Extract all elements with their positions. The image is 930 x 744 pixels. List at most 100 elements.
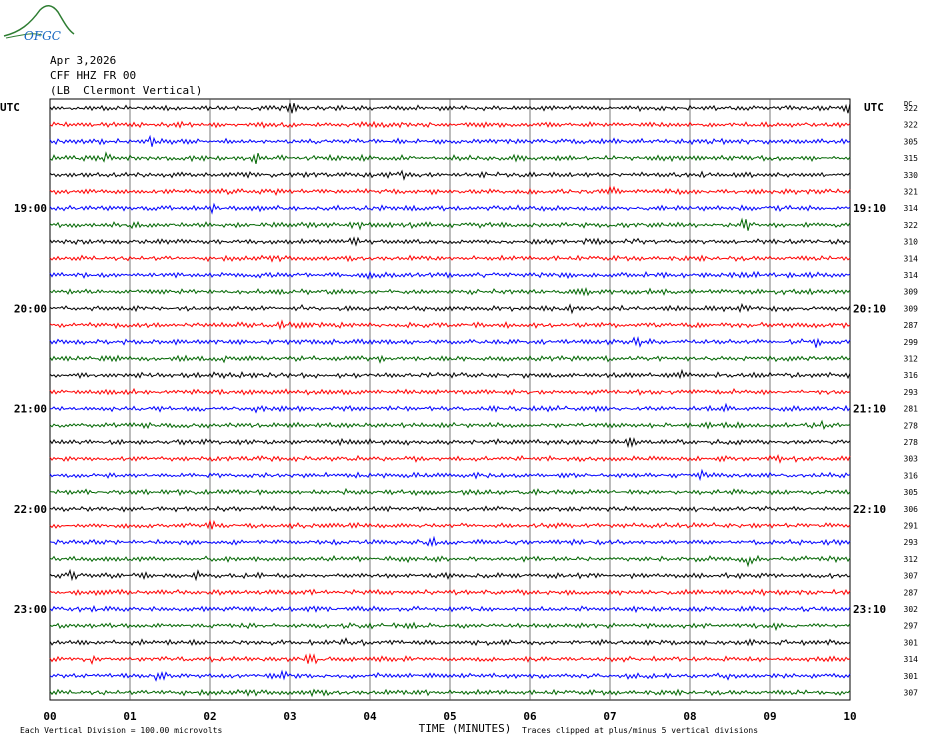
right-hour-label: 19:10 xyxy=(853,202,886,215)
x-tick-label: 07 xyxy=(603,710,616,723)
dc-value: 322 xyxy=(904,221,919,230)
x-tick-label: 06 xyxy=(523,710,537,723)
seismic-trace xyxy=(49,120,851,129)
seismic-trace xyxy=(49,468,851,482)
dc-value: 314 xyxy=(904,204,919,213)
seismic-trace xyxy=(49,354,851,364)
scale-note: Each Vertical Division = 100.00 microvol… xyxy=(20,726,222,735)
seismic-trace xyxy=(49,637,851,647)
seismic-trace xyxy=(49,535,851,548)
seismic-trace xyxy=(49,454,851,464)
seismic-trace xyxy=(49,688,851,698)
left-hour-label: 19:00 xyxy=(14,202,47,215)
dc-value: 321 xyxy=(904,188,919,197)
seismic-trace xyxy=(49,302,851,315)
dc-value: 297 xyxy=(904,622,919,631)
location-label: (LB Clermont Vertical) xyxy=(50,84,203,97)
dc-value: 302 xyxy=(904,605,919,614)
seismic-trace xyxy=(49,169,851,181)
dc-value: 312 xyxy=(904,355,919,364)
seismic-trace xyxy=(49,319,851,331)
dc-value: 310 xyxy=(904,238,919,247)
dc-value: 278 xyxy=(904,421,919,430)
seismic-trace xyxy=(49,134,851,147)
dc-value: 281 xyxy=(904,405,919,414)
dc-value: 287 xyxy=(904,321,919,330)
x-tick-label: 03 xyxy=(283,710,296,723)
x-tick-label: 05 xyxy=(443,710,456,723)
seismic-trace xyxy=(49,554,851,568)
dc-value: 314 xyxy=(904,271,919,280)
dc-value: 293 xyxy=(904,388,919,397)
dc-value: 301 xyxy=(904,672,919,681)
dc-value: 307 xyxy=(904,572,919,581)
seismic-trace xyxy=(49,588,851,597)
dc-value: 293 xyxy=(904,538,919,547)
clip-note: Traces clipped at plus/minus 5 vertical … xyxy=(522,726,758,735)
x-tick-label: 10 xyxy=(843,710,856,723)
x-tick-label: 01 xyxy=(123,710,137,723)
right-hour-label: 23:10 xyxy=(853,603,886,616)
dc-value: 305 xyxy=(904,488,919,497)
seismic-trace xyxy=(49,270,851,281)
dc-value: 316 xyxy=(904,471,919,480)
seismic-trace xyxy=(49,621,851,632)
dc-value: 291 xyxy=(904,522,919,531)
right-utc-label: UTC xyxy=(864,101,884,114)
seismic-trace xyxy=(49,402,851,414)
dc-value: 299 xyxy=(904,338,919,347)
seismic-trace xyxy=(49,185,851,196)
dc-value: 309 xyxy=(904,304,919,313)
dc-value: 322 xyxy=(904,104,919,113)
seismic-trace xyxy=(49,368,851,380)
right-hour-label: 21:10 xyxy=(853,403,886,416)
seismic-trace xyxy=(49,151,851,165)
seismic-trace xyxy=(49,437,851,449)
seismic-trace xyxy=(49,335,851,348)
dc-value: 312 xyxy=(904,555,919,564)
seismic-trace xyxy=(49,568,851,582)
seismic-trace xyxy=(49,254,851,263)
dc-value: 322 xyxy=(904,121,919,130)
right-hour-label: 22:10 xyxy=(853,503,886,516)
seismic-trace xyxy=(49,604,851,614)
seismic-trace xyxy=(49,518,851,530)
seismic-trace xyxy=(49,202,851,215)
x-tick-label: 09 xyxy=(763,710,776,723)
left-hour-label: 21:00 xyxy=(14,403,47,416)
dc-value: 330 xyxy=(904,171,919,180)
dc-value: 305 xyxy=(904,137,919,146)
logo-text: OFGC xyxy=(24,29,61,43)
left-hour-label: 22:00 xyxy=(14,503,47,516)
seismic-trace xyxy=(49,387,851,396)
dc-value: 309 xyxy=(904,288,919,297)
dc-value: 314 xyxy=(904,655,919,664)
left-hour-label: 23:00 xyxy=(14,603,47,616)
seismic-trace xyxy=(49,217,851,231)
seismic-trace xyxy=(49,652,851,665)
seismic-trace xyxy=(49,286,851,297)
x-tick-label: 04 xyxy=(363,710,377,723)
seismic-trace xyxy=(49,487,851,497)
dc-value: 287 xyxy=(904,588,919,597)
dc-value: 303 xyxy=(904,455,919,464)
seismic-trace xyxy=(49,505,851,513)
ofgc-logo: OFGC xyxy=(2,2,77,48)
x-axis-title: TIME (MINUTES) xyxy=(419,722,512,735)
seismic-trace xyxy=(49,236,851,247)
dc-value: 307 xyxy=(904,689,919,698)
left-hour-label: 20:00 xyxy=(14,302,47,315)
seismic-trace xyxy=(49,419,851,430)
dc-value: 301 xyxy=(904,638,919,647)
x-tick-label: 08 xyxy=(683,710,696,723)
right-hour-label: 20:10 xyxy=(853,302,886,315)
logo-mountain xyxy=(3,5,75,37)
left-utc-label: UTC xyxy=(0,101,20,114)
x-tick-label: 02 xyxy=(203,710,216,723)
dc-value: 306 xyxy=(904,505,919,514)
dc-value: 316 xyxy=(904,371,919,380)
dc-value: 278 xyxy=(904,438,919,447)
x-tick-label: 00 xyxy=(43,710,56,723)
seismic-trace xyxy=(49,102,851,114)
